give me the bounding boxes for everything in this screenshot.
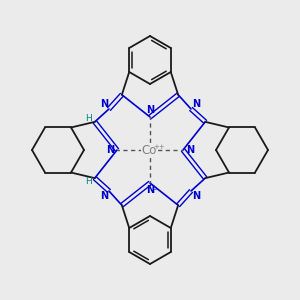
Text: ++: ++ — [153, 144, 165, 150]
Text: N: N — [146, 185, 154, 195]
Text: N: N — [186, 145, 194, 155]
Text: H: H — [85, 114, 92, 123]
Text: H: H — [85, 177, 92, 186]
Text: N: N — [100, 99, 108, 109]
Text: Co: Co — [141, 143, 157, 157]
Text: ⁻: ⁻ — [153, 187, 157, 196]
Text: N: N — [100, 191, 108, 201]
Text: N: N — [106, 145, 114, 155]
Text: N: N — [192, 191, 200, 201]
Text: N: N — [146, 105, 154, 115]
Text: N: N — [192, 99, 200, 109]
